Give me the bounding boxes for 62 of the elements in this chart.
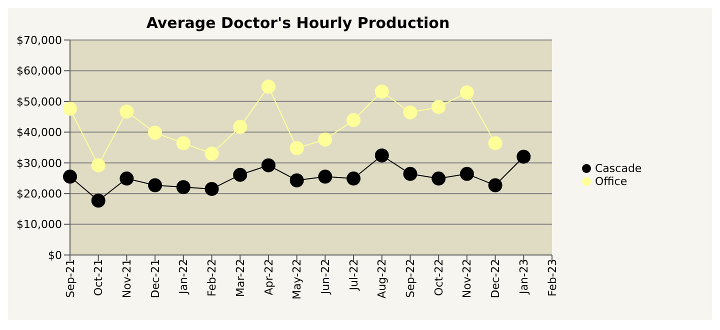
point: [346, 172, 361, 186]
x-tick-label: Jan-23: [517, 259, 530, 295]
legend-label: Office: [595, 174, 628, 188]
point: [261, 158, 276, 172]
y-tick-label: $70,000: [16, 34, 62, 47]
x-tick-label: Dec-21: [148, 259, 162, 298]
point: [120, 172, 134, 186]
y-tick-label: $50,000: [16, 95, 62, 108]
point: [488, 136, 502, 150]
chart-title: Average Doctor's Hourly Production: [145, 13, 451, 32]
y-tick-label: $10,000: [16, 218, 62, 232]
x-tick-label: Nov-22: [460, 259, 474, 298]
point: [346, 113, 361, 128]
legend-label: Cascade: [595, 162, 642, 174]
point: [261, 80, 276, 94]
x-tick-label: Apr-22: [262, 259, 276, 296]
point: [233, 168, 248, 182]
x-tick-label: Oct-21: [92, 259, 106, 296]
point: [403, 105, 418, 120]
point: [374, 148, 389, 162]
x-tick-label: Feb-22: [206, 259, 219, 296]
x-tick-label: Jun-22: [318, 259, 332, 296]
point: [460, 86, 474, 100]
point: [432, 172, 446, 186]
y-tick-label: $40,000: [16, 126, 62, 140]
point: [403, 166, 418, 181]
point: [204, 146, 219, 161]
point: [488, 178, 502, 192]
x-tick-label: Feb-23: [546, 259, 559, 296]
x-tick-label: Sep-22: [404, 259, 418, 298]
y-tick-label: $30,000: [16, 156, 62, 170]
point: [516, 150, 531, 164]
point: [290, 173, 304, 188]
point: [318, 132, 332, 147]
point: [318, 170, 332, 184]
point: [63, 170, 77, 184]
x-tick-label: Nov-21: [120, 259, 134, 298]
x-tick-label: Oct-22: [432, 259, 446, 296]
point: [290, 141, 304, 156]
point: [374, 84, 389, 99]
point: [120, 104, 134, 119]
point: [204, 182, 219, 196]
x-tick-label: Aug-22: [376, 259, 389, 298]
point: [233, 120, 248, 134]
point: [91, 194, 106, 208]
x-tick-label: Dec-22: [489, 259, 502, 298]
x-tick-label: May-22: [290, 259, 304, 300]
point: [148, 178, 162, 192]
point: [460, 166, 474, 181]
x-tick-label: Jul-22: [347, 259, 360, 292]
x-tick-label: Jan-22: [177, 259, 190, 295]
point: [91, 158, 106, 172]
x-tick-label: Mar-22: [234, 259, 247, 298]
x-tick-label: Sep-21: [64, 259, 77, 298]
point: [176, 180, 190, 194]
point: [176, 136, 190, 150]
y-tick-label: $60,000: [16, 64, 62, 78]
point: [148, 126, 162, 140]
point: [63, 102, 77, 116]
y-tick-label: $0: [48, 248, 62, 262]
y-tick-label: $20,000: [16, 187, 62, 200]
point: [432, 100, 446, 114]
